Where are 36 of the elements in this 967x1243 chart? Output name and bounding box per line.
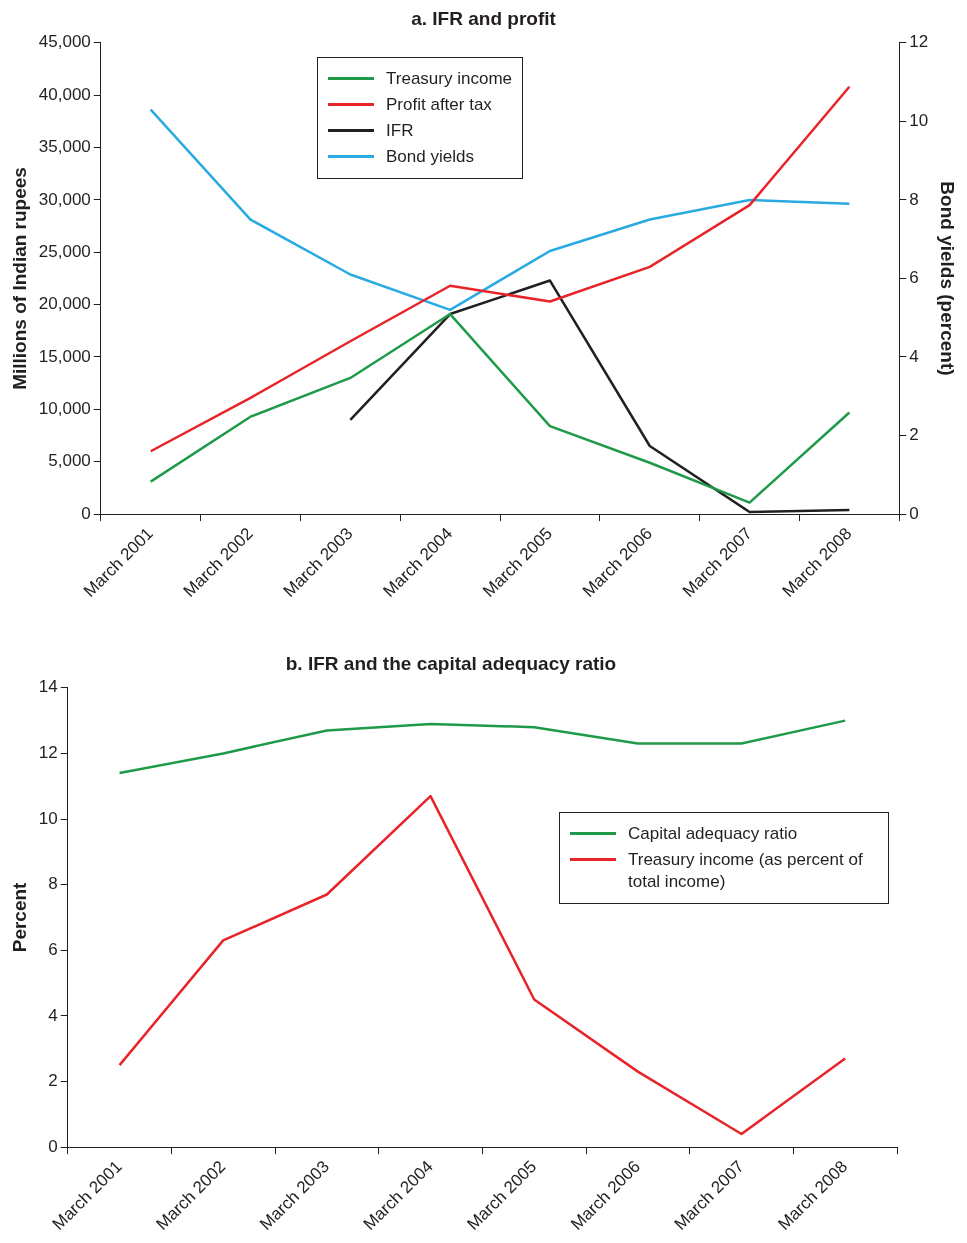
y2-tick-label: 8: [909, 189, 919, 209]
y-tick-label: 15,000: [38, 346, 91, 366]
y-tick-label: 8: [48, 874, 58, 894]
y2-tick-label: 10: [909, 111, 929, 131]
legend-label: IFR: [386, 119, 414, 142]
y2-tick-label: 0: [909, 503, 919, 523]
y2-tick-label: 2: [909, 425, 919, 445]
y2-axis-title: Bond yields (percent): [937, 181, 959, 376]
y-tick-label: 5,000: [48, 451, 91, 471]
y2-tick-label: 6: [909, 268, 919, 288]
y-tick-label: 0: [48, 1136, 58, 1156]
y-tick-label: 35,000: [38, 137, 91, 157]
legend-label: Treasury income (as percent of total income): [628, 848, 864, 893]
y-tick-label: 30,000: [38, 189, 91, 209]
y-tick-label: 12: [38, 743, 58, 763]
chart-title: a. IFR and profit: [411, 7, 557, 29]
chart-title: b. IFR and the capital adequacy ratio: [285, 652, 617, 674]
legend-label: Capital adequacy ratio: [628, 822, 798, 845]
y-tick-label: 14: [38, 677, 58, 697]
y-tick-label: 25,000: [38, 241, 91, 261]
y-axis-title: Millions of Indian rupees: [8, 167, 30, 390]
y-tick-label: 10: [38, 808, 58, 828]
y-tick-label: 4: [48, 1005, 58, 1025]
y-tick-label: 0: [81, 503, 91, 523]
legend-label: Bond yields: [386, 145, 474, 168]
y2-tick-label: 4: [909, 346, 919, 366]
y-tick-label: 10,000: [38, 399, 91, 419]
y-tick-label: 6: [48, 939, 58, 959]
legend-label: Profit after tax: [386, 93, 492, 116]
y-tick-label: 2: [48, 1071, 58, 1091]
y-tick-label: 40,000: [38, 84, 91, 104]
y-tick-label: 45,000: [38, 32, 91, 52]
y2-tick-label: 12: [909, 32, 929, 52]
legend-label: Treasury income: [386, 67, 512, 90]
y-tick-label: 20,000: [38, 294, 91, 314]
y-axis-title: Percent: [8, 881, 30, 953]
